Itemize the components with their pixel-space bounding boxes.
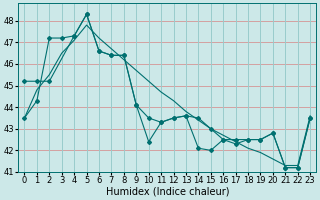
X-axis label: Humidex (Indice chaleur): Humidex (Indice chaleur) (106, 187, 229, 197)
